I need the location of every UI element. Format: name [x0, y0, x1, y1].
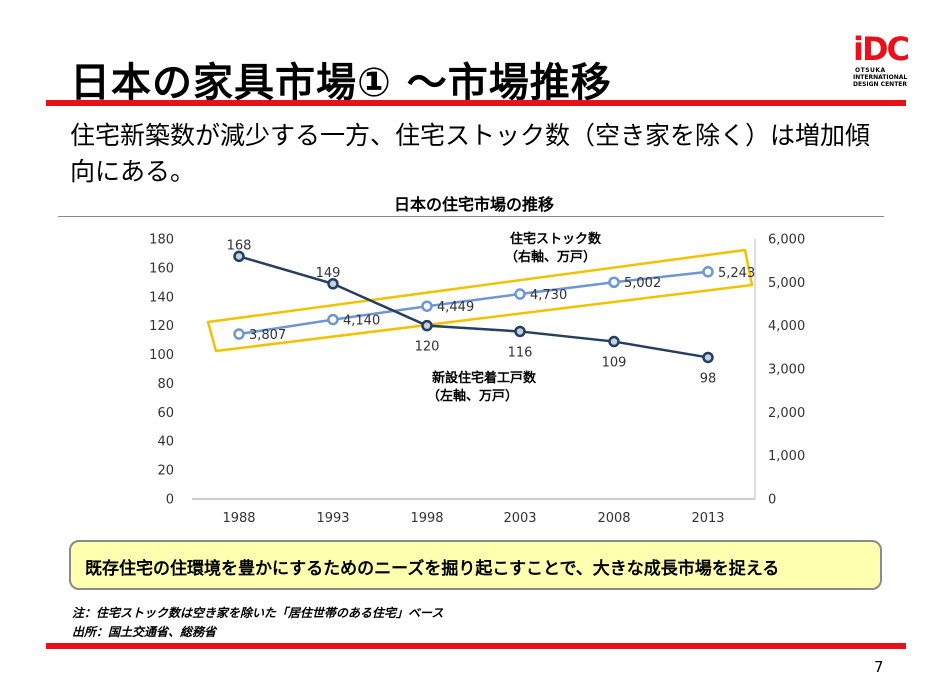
new-housing-data-label: 149 — [316, 266, 341, 281]
callout-box: 既存住宅の住環境を豊かにするためのニーズを掘り起こすことで、大きな成長市場を捉え… — [69, 540, 882, 590]
y-left-tick-label: 180 — [149, 233, 174, 248]
stock-series-line — [238, 270, 709, 336]
stock-point — [514, 288, 526, 300]
stock-point — [702, 266, 714, 278]
new-housing-point — [702, 351, 714, 364]
new-housing-point — [233, 250, 245, 263]
footer-red-bar — [46, 643, 906, 649]
y-left-tick-label: 60 — [157, 406, 174, 421]
stock-data-label: 4,730 — [530, 288, 567, 303]
stock-point — [608, 276, 620, 288]
x-tick-label: 1988 — [222, 511, 255, 526]
new-housing-point — [327, 278, 339, 290]
stock-data-label: 4,140 — [343, 314, 380, 329]
footnote: 注：住宅ストック数は空き家を除いた「居住世帯のある住宅」ベース — [72, 606, 444, 620]
y-right-tick-label: 3,000 — [768, 363, 805, 378]
new-housing-data-label: 116 — [508, 345, 533, 360]
subtitle: 住宅新築数が減少する一方、住宅ストック数（空き家を除く）は増加傾向にある。 — [70, 121, 871, 186]
page-title: 日本の家具市場① ～市場推移 — [70, 60, 612, 106]
y-left-tick-label: 40 — [157, 435, 174, 450]
stock-data-label: 5,243 — [718, 266, 755, 281]
chart-series — [233, 250, 714, 364]
x-tick-label: 2013 — [691, 511, 724, 526]
x-tick-label: 1993 — [316, 511, 349, 526]
new-housing-point — [514, 325, 526, 338]
idc-logo: iDC OTSUKA INTERNATIONAL DESIGN CENTER — [853, 32, 913, 94]
header-red-bar — [46, 100, 906, 106]
y-left-tick-label: 80 — [157, 377, 174, 392]
stock-data-label: 4,449 — [437, 300, 474, 315]
stock-data-label: 3,807 — [249, 328, 286, 343]
callout-text: 既存住宅の住環境を豊かにするためのニーズを掘り起こすことで、大きな成長市場を捉え… — [85, 559, 780, 579]
y-right-tick-label: 1,000 — [768, 449, 805, 464]
chart-title: 日本の住宅市場の推移 — [393, 195, 554, 214]
new-housing-series-name: 新設住宅着工戸数 — [432, 370, 537, 386]
page-number: 7 — [874, 658, 884, 676]
y-left-tick-label: 160 — [149, 261, 174, 276]
stock-series-axis-note: （右軸、万戸） — [505, 249, 596, 265]
logo-line-1: OTSUKA — [855, 67, 886, 74]
y-left-tick-label: 120 — [149, 319, 174, 334]
stock-data-label: 5,002 — [624, 276, 661, 291]
stock-point — [421, 300, 433, 312]
y-right-tick-label: 5,000 — [768, 276, 805, 291]
chart-axes: 0 20 40 60 80 100 120 140 160 180 0 1,000 2,000 3,000… — [149, 233, 805, 527]
stock-point — [233, 328, 245, 340]
y-right-tick-label: 2,000 — [768, 406, 805, 421]
y-left-tick-label: 0 — [166, 493, 174, 508]
new-housing-data-label: 168 — [227, 238, 252, 253]
stock-highlight-box — [206, 248, 754, 353]
new-housing-data-label: 120 — [415, 340, 440, 355]
chart-title-rule — [58, 216, 884, 217]
new-housing-point — [421, 319, 433, 332]
stock-point — [327, 313, 339, 326]
new-housing-data-label: 109 — [602, 356, 627, 371]
x-tick-label: 2003 — [503, 511, 536, 526]
y-left-tick-label: 140 — [149, 290, 174, 305]
new-housing-series-axis-note: （左軸、万戸） — [427, 388, 518, 404]
y-left-tick-label: 100 — [149, 348, 174, 363]
y-right-tick-label: 6,000 — [768, 233, 805, 248]
logo-mark: iDC — [853, 30, 910, 68]
y-right-tick-label: 0 — [768, 493, 776, 508]
new-housing-point — [608, 335, 620, 348]
chart-labels: 168 149 120 116 109 98 3,807 4,140 4,449 4,730 5,0… — [227, 231, 756, 404]
y-left-tick-label: 20 — [157, 464, 174, 479]
new-housing-data-label: 98 — [700, 371, 717, 386]
x-tick-label: 2008 — [597, 511, 630, 526]
logo-line-2: INTERNATIONAL — [853, 74, 908, 81]
source-note: 出所：国土交通省、総務省 — [72, 625, 217, 639]
stock-series-name: 住宅ストック数 — [510, 231, 602, 247]
logo-line-3: DESIGN CENTER — [853, 81, 908, 88]
x-tick-label: 1998 — [410, 511, 443, 526]
highlight-frame — [206, 248, 754, 353]
new-housing-series-line — [238, 255, 709, 359]
y-right-tick-label: 4,000 — [768, 319, 805, 334]
